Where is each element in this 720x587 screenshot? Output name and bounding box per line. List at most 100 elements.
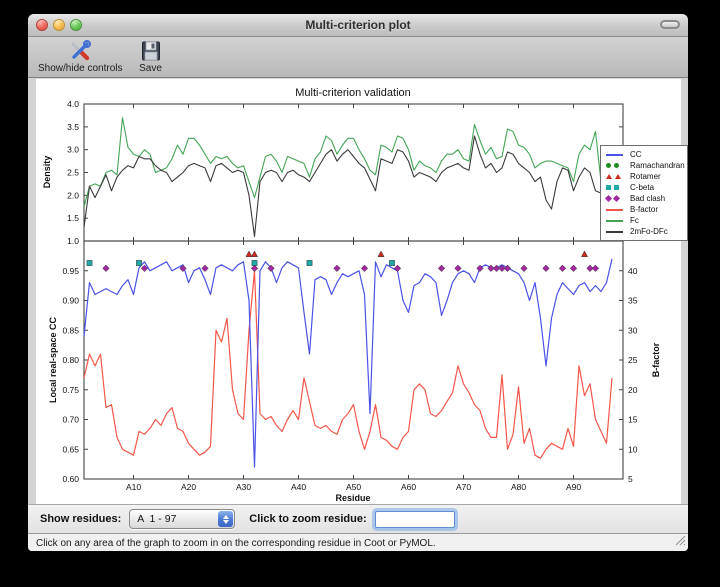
density-axis-label: Density [42, 156, 52, 189]
toolbar: Show/hide controls Save [28, 37, 688, 78]
tick-label: 0.85 [62, 325, 79, 335]
legend-label: Bad clash [630, 194, 666, 203]
tick-label: 1.0 [67, 236, 79, 246]
bad-clash-marker[interactable] [437, 264, 446, 273]
tick-label: 0.65 [62, 444, 79, 454]
bad-clash-marker[interactable] [333, 264, 341, 273]
tick-label: 4.0 [67, 99, 79, 109]
tick-label: 10 [628, 444, 638, 454]
bad-clash-marker[interactable] [476, 264, 484, 273]
window-controls [36, 19, 82, 31]
triangle-swatch-icon [606, 174, 626, 179]
tick-label: 20 [628, 385, 638, 395]
tick-label: 25 [628, 355, 638, 365]
legend-label: Ramachandran [630, 161, 685, 170]
legend-item-rotamer: Rotamer [606, 171, 683, 182]
bad-clash-marker[interactable] [586, 264, 594, 273]
cc-axis-label: Local real-space CC [48, 316, 58, 403]
line-swatch-icon [606, 208, 626, 211]
toolbar-toggle-lozenge[interactable] [660, 20, 680, 29]
bad-clash-marker[interactable] [201, 264, 209, 273]
bad-clash-marker[interactable] [520, 264, 528, 273]
zoom-button[interactable] [70, 19, 82, 31]
c-beta-marker[interactable] [389, 260, 395, 266]
legend-label: C-beta [630, 183, 655, 192]
plot-figure: Multi-criterion validation Density Local… [36, 79, 681, 504]
bad-clash-marker[interactable] [569, 264, 578, 273]
bad-clash-marker[interactable] [179, 264, 187, 273]
zoom-residue-label: Click to zoom residue: [249, 513, 367, 525]
resize-grip-icon[interactable] [674, 533, 686, 551]
bad-clash-marker[interactable] [140, 264, 149, 273]
tick-label: 5 [628, 474, 633, 484]
bad-clash-marker[interactable] [454, 264, 462, 273]
tick-label: 35 [628, 296, 638, 306]
show-residues-label: Show residues: [40, 513, 122, 525]
legend-item-bad-clash: Bad clash [604, 193, 683, 204]
close-button[interactable] [36, 19, 48, 31]
series-line [83, 135, 613, 237]
bad-clash-marker[interactable] [498, 264, 506, 273]
tick-label: A60 [401, 482, 416, 492]
legend-label: CC [630, 150, 642, 159]
line-swatch-icon [606, 219, 626, 222]
bad-clash-marker[interactable] [492, 264, 501, 273]
tick-label: 0.90 [62, 296, 79, 306]
chart-title: Multi-criterion validation [295, 87, 411, 99]
bad-clash-marker[interactable] [360, 264, 369, 273]
bad-clash-marker[interactable] [102, 264, 110, 273]
legend-item-2mfo-dfc: 2mFo-DFc [606, 226, 683, 237]
tick-label: A90 [566, 482, 581, 492]
bad-clash-marker[interactable] [503, 264, 512, 273]
legend-item-fc: Fc [606, 215, 683, 226]
c-beta-marker[interactable] [136, 260, 142, 266]
series-line [83, 258, 613, 468]
multi-criterion-chart[interactable]: Multi-criterion validation Density Local… [36, 79, 681, 504]
tick-label: 0.80 [62, 355, 79, 365]
bad-clash-marker[interactable] [542, 264, 550, 273]
bad-clash-marker[interactable] [591, 264, 600, 273]
tick-label: A50 [346, 482, 361, 492]
status-text: Click on any area of the graph to zoom i… [36, 538, 436, 549]
bad-clash-marker[interactable] [267, 264, 275, 273]
circle-swatch-icon [606, 163, 626, 168]
rotamer-marker[interactable] [245, 250, 253, 257]
square-swatch-icon [606, 185, 626, 190]
save-icon [139, 39, 163, 63]
rotamer-marker[interactable] [250, 250, 259, 257]
legend-label: Fc [630, 216, 639, 225]
c-beta-marker[interactable] [306, 260, 313, 266]
tools-icon [68, 39, 92, 63]
tick-label: A40 [291, 482, 306, 492]
app-window: Multi-criterion plot Show/hide controls [28, 14, 688, 551]
bfactor-axis-label: B-factor [651, 342, 661, 377]
show-hide-controls-button[interactable]: Show/hide controls [38, 39, 123, 74]
chart-legend: CC Ramachandran Rotamer C-beta Bad clash B-fa… [600, 145, 688, 241]
tick-label: A70 [456, 482, 471, 492]
legend-item-c-beta: C-beta [606, 182, 683, 193]
zoom-residue-input[interactable] [374, 510, 455, 528]
line-swatch-icon [606, 153, 626, 156]
tick-label: 2.0 [67, 190, 79, 200]
legend-label: B-factor [630, 205, 659, 214]
residue-range-dropdown[interactable]: A 1 - 97 [129, 509, 236, 529]
c-beta-marker[interactable] [86, 260, 93, 266]
minimize-button[interactable] [53, 19, 65, 31]
diamond-swatch-icon [604, 194, 626, 203]
rotamer-marker[interactable] [377, 250, 385, 257]
legend-label: Rotamer [630, 172, 661, 181]
line-swatch-icon [606, 230, 626, 233]
residue-axis-label: Residue [335, 493, 370, 503]
rotamer-marker[interactable] [580, 250, 589, 257]
legend-item-cc: CC [606, 149, 683, 160]
title-bar[interactable]: Multi-criterion plot [28, 14, 688, 37]
bad-clash-marker[interactable] [393, 264, 402, 273]
tick-label: 3.5 [67, 122, 79, 132]
bad-clash-marker[interactable] [558, 264, 567, 273]
bad-clash-marker[interactable] [487, 264, 495, 273]
save-button[interactable]: Save [139, 39, 163, 74]
legend-item-ramachandran: Ramachandran [606, 160, 685, 171]
tick-label: 0.95 [62, 266, 79, 276]
bad-clash-marker[interactable] [250, 264, 259, 273]
tick-label: A20 [181, 482, 196, 492]
